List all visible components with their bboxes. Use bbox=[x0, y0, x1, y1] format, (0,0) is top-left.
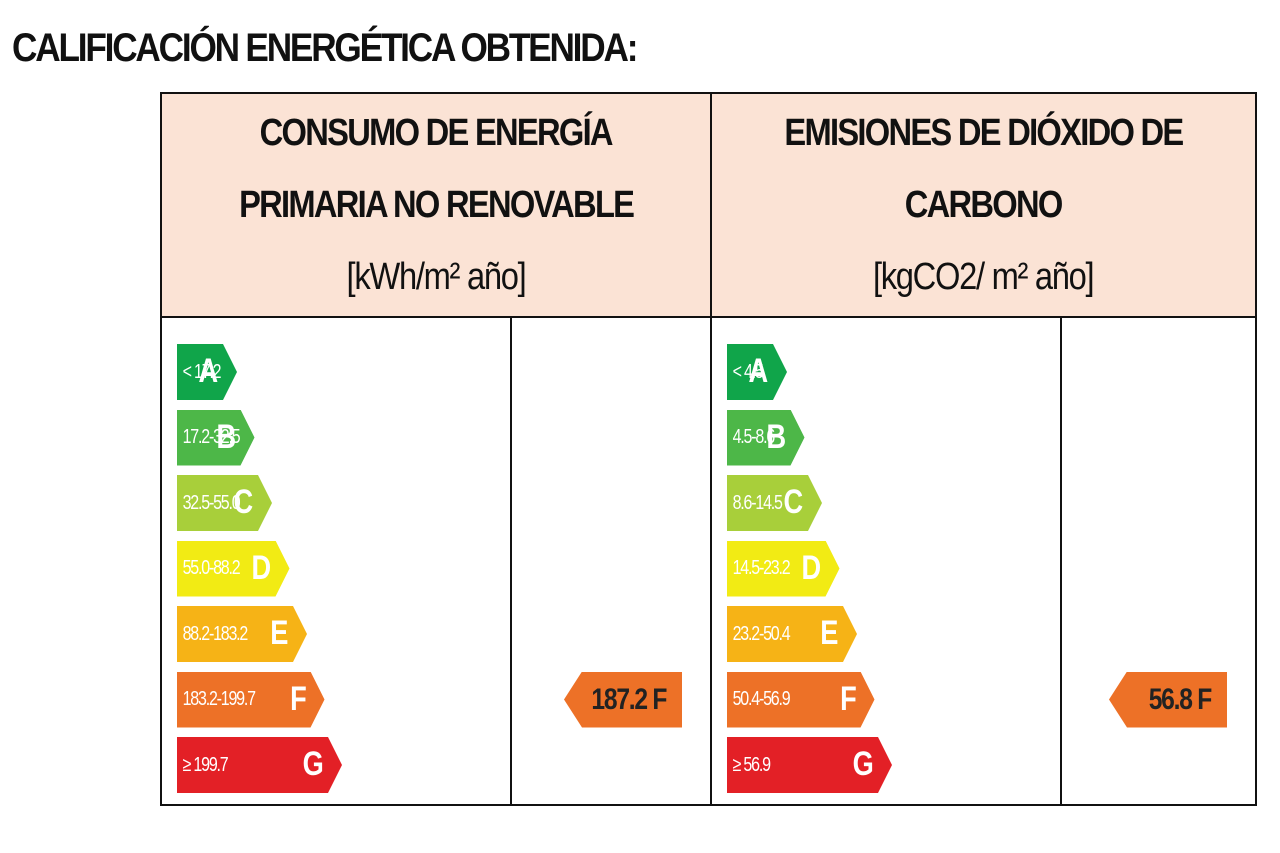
emissions-result-cell: 56.8 F bbox=[1062, 318, 1255, 804]
band-range: 183.2-199.7 bbox=[182, 688, 256, 710]
energy-header-unit: [kWh/m² año] bbox=[346, 256, 527, 298]
emissions-band-b: 4.5-8.6 B bbox=[727, 409, 805, 466]
band-range: ≥ 56.9 bbox=[732, 753, 771, 776]
band-range: 55.0-88.2 bbox=[182, 557, 241, 579]
energy-band-e: 88.2-183.2 E bbox=[177, 606, 307, 662]
energy-body: < 17.2 A 17.2-32.5 B 32.5-55.0 C 55.0-88.2 D… bbox=[162, 318, 710, 804]
emissions-header-unit: [kgCO2/ m² año] bbox=[873, 256, 1095, 298]
emissions-band-f: 50.4-56.9 F bbox=[727, 671, 875, 728]
band-range: 32.5-55.0 bbox=[182, 491, 241, 514]
emissions-band-d: 14.5-23.2 D bbox=[727, 540, 840, 597]
emissions-result-value: 56.8 F bbox=[1148, 682, 1213, 716]
emissions-band-e: 23.2-50.4 E bbox=[727, 606, 857, 662]
band-letter: C bbox=[783, 483, 804, 521]
energy-band-b: 17.2-32.5 B bbox=[177, 409, 255, 466]
band-range: 50.4-56.9 bbox=[732, 688, 791, 710]
energy-band-f: 183.2-199.7 F bbox=[177, 671, 325, 728]
band-letter: B bbox=[216, 417, 237, 456]
band-range: < 17.2 bbox=[182, 360, 222, 383]
emissions-scale: < 4.5 A 4.5-8.6 B 8.6-14.5 C 14.5-23.2 D 23.… bbox=[712, 318, 1062, 804]
emissions-header-line-2: CARBONO bbox=[905, 184, 1064, 226]
emissions-body: < 4.5 A 4.5-8.6 B 8.6-14.5 C 14.5-23.2 D 23.… bbox=[712, 318, 1255, 804]
energy-band-c: 32.5-55.0 C bbox=[177, 475, 272, 531]
energy-result-cell: 187.2 F bbox=[512, 318, 710, 804]
band-range: 23.2-50.4 bbox=[732, 622, 791, 645]
page-title: CALIFICACIÓN ENERGÉTICA OBTENIDA: bbox=[12, 26, 638, 70]
band-letter: E bbox=[820, 614, 839, 652]
band-letter: G bbox=[302, 745, 324, 783]
emissions-band-g: ≥ 56.9 G bbox=[727, 737, 892, 793]
rating-table: CONSUMO DE ENERGÍA PRIMARIA NO RENOVABLE… bbox=[160, 92, 1257, 806]
energy-header-line-2: PRIMARIA NO RENOVABLE bbox=[238, 184, 635, 226]
band-letter: G bbox=[852, 745, 874, 783]
energy-band-a: < 17.2 A bbox=[177, 344, 237, 400]
band-letter: A bbox=[198, 352, 219, 390]
band-letter: D bbox=[251, 548, 272, 587]
band-range: 88.2-183.2 bbox=[182, 622, 249, 645]
emissions-header-line-1: EMISIONES DE DIÓXIDO DE bbox=[784, 112, 1184, 154]
band-letter: E bbox=[270, 614, 289, 652]
band-letter: F bbox=[839, 679, 857, 718]
band-letter: D bbox=[801, 548, 822, 587]
band-range: 8.6-14.5 bbox=[732, 491, 783, 514]
band-letter: A bbox=[748, 352, 769, 390]
energy-band-g: ≥ 199.7 G bbox=[177, 737, 342, 793]
band-range: < 4.5 bbox=[732, 360, 764, 383]
band-range: 17.2-32.5 bbox=[182, 426, 241, 448]
emissions-header: EMISIONES DE DIÓXIDO DE CARBONO [kgCO2/ … bbox=[712, 94, 1255, 318]
band-range: 4.5-8.6 bbox=[732, 426, 776, 448]
energy-band-d: 55.0-88.2 D bbox=[177, 540, 290, 597]
band-letter: B bbox=[766, 417, 787, 456]
emissions-band-c: 8.6-14.5 C bbox=[727, 475, 822, 531]
energy-header-line-1: CONSUMO DE ENERGÍA bbox=[259, 112, 614, 154]
band-letter: F bbox=[289, 679, 307, 718]
emissions-section: EMISIONES DE DIÓXIDO DE CARBONO [kgCO2/ … bbox=[710, 94, 1255, 804]
band-range: 14.5-23.2 bbox=[732, 557, 791, 579]
energy-scale: < 17.2 A 17.2-32.5 B 32.5-55.0 C 55.0-88.2 D… bbox=[162, 318, 512, 804]
energy-result-value: 187.2 F bbox=[591, 682, 667, 716]
energy-section: CONSUMO DE ENERGÍA PRIMARIA NO RENOVABLE… bbox=[162, 94, 710, 804]
energy-header: CONSUMO DE ENERGÍA PRIMARIA NO RENOVABLE… bbox=[162, 94, 710, 318]
energy-result-arrow: 187.2 F bbox=[564, 671, 682, 728]
emissions-band-a: < 4.5 A bbox=[727, 344, 787, 400]
band-letter: C bbox=[233, 483, 254, 521]
emissions-result-arrow: 56.8 F bbox=[1109, 671, 1227, 728]
band-range: ≥ 199.7 bbox=[182, 753, 229, 776]
